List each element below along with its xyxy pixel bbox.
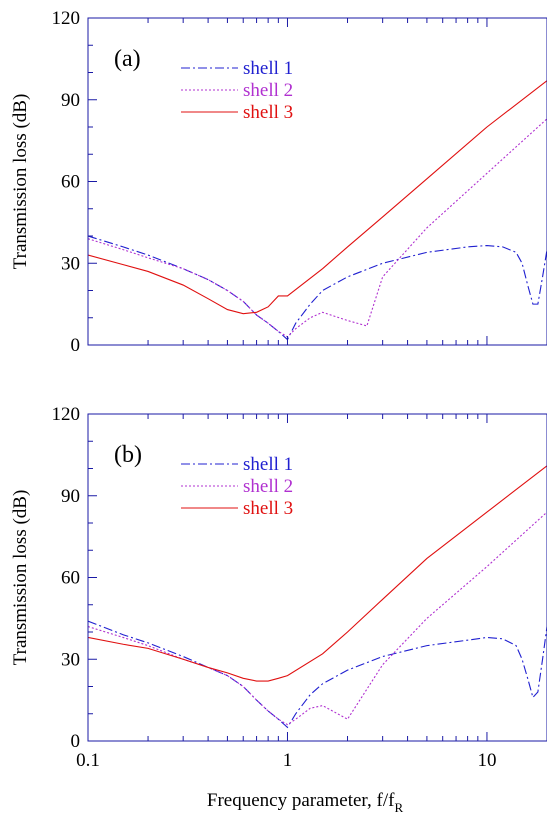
series-line-shell-2 [88,511,547,726]
y-tick-label: 0 [71,335,81,356]
panel-label: (a) [114,46,141,72]
legend-label-shell-2: shell 2 [243,80,293,101]
series-line-shell-3 [88,465,547,682]
x-axis-title-subscript: R [394,800,403,815]
y-tick-label: 60 [61,568,80,589]
series-group [88,465,547,729]
series-line-shell-1 [88,620,547,729]
x-tick-label: 1 [283,750,293,771]
plot-frame [87,413,547,742]
y-tick-label: 0 [71,731,81,752]
y-tick-label: 60 [61,172,80,193]
series-line-shell-3 [88,80,547,315]
x-tick-label: 0.1 [76,750,100,771]
chart-panel-a: 0 30 60 90 120 Transmission loss (dB) (a) shell… [10,8,547,356]
x-tick-label: 10 [477,750,496,771]
series-line-shell-2 [88,118,547,338]
legend-label-shell-1: shell 1 [243,58,293,79]
series-line-shell-1 [88,235,547,341]
y-tick-label: 120 [52,404,81,425]
panel-label: (b) [114,442,142,468]
series-group [88,80,547,341]
y-tick-label: 30 [61,253,80,274]
y-tick-label: 90 [61,486,80,507]
legend-label-shell-3: shell 3 [243,498,293,519]
legend-label-shell-1: shell 1 [243,454,293,475]
y-tick-label: 90 [61,90,80,111]
y-axis-title: Transmission loss (dB) [10,490,31,666]
y-axis-title: Transmission loss (dB) [10,94,31,270]
chart-panel-b: 0 30 60 90 120 0.1 1 10 Transmission loss (dB) (b… [10,404,547,771]
legend-label-shell-3: shell 3 [243,102,293,123]
legend-label-shell-2: shell 2 [243,476,293,497]
y-tick-label: 120 [52,8,81,29]
x-axis-title: Frequency parameter, f/fR [207,790,404,815]
y-tick-label: 30 [61,649,80,670]
x-axis-title-main: Frequency parameter, f/f [207,790,395,811]
